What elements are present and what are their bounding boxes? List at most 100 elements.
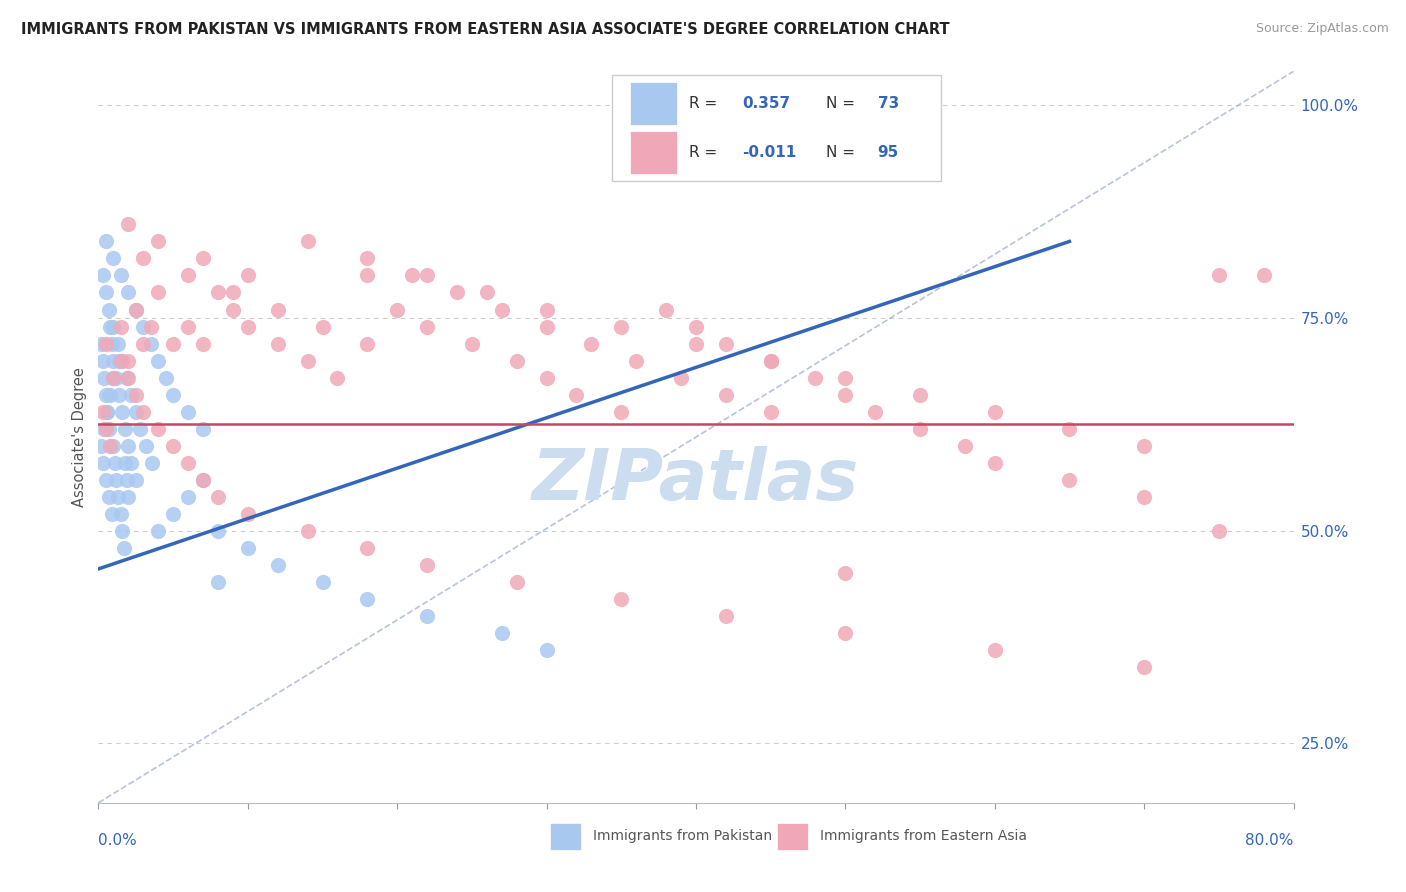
- Point: [125, 302, 148, 317]
- Point: [714, 608, 737, 623]
- Point: [139, 336, 162, 351]
- Point: [91, 456, 114, 470]
- Point: [177, 404, 200, 418]
- Text: 80.0%: 80.0%: [1246, 833, 1294, 848]
- Point: [834, 387, 856, 401]
- Point: [94, 421, 117, 435]
- Point: [112, 541, 135, 555]
- Point: [207, 574, 229, 589]
- Point: [610, 591, 633, 606]
- Point: [446, 285, 468, 300]
- Point: [148, 524, 170, 538]
- Point: [132, 319, 155, 334]
- Point: [120, 456, 142, 470]
- Point: [984, 642, 1007, 657]
- Point: [125, 473, 148, 487]
- Point: [162, 336, 184, 351]
- Point: [626, 353, 648, 368]
- Point: [148, 421, 170, 435]
- Point: [148, 353, 170, 368]
- Point: [90, 336, 112, 351]
- Point: [132, 336, 155, 351]
- Point: [536, 370, 558, 384]
- Point: [356, 252, 378, 266]
- Point: [162, 507, 184, 521]
- Point: [177, 490, 200, 504]
- Point: [177, 456, 200, 470]
- Point: [94, 473, 117, 487]
- Point: [93, 421, 115, 435]
- Point: [236, 507, 259, 521]
- Point: [162, 387, 184, 401]
- Point: [297, 524, 319, 538]
- Point: [191, 421, 214, 435]
- Point: [90, 439, 112, 453]
- Point: [491, 625, 513, 640]
- Point: [416, 608, 439, 623]
- Point: [101, 507, 124, 521]
- Point: [356, 541, 378, 555]
- Point: [311, 574, 333, 589]
- Point: [865, 404, 887, 418]
- Point: [103, 370, 125, 384]
- Point: [1133, 439, 1156, 453]
- FancyBboxPatch shape: [778, 823, 808, 849]
- Point: [385, 302, 409, 317]
- Text: N =: N =: [827, 95, 860, 111]
- Point: [759, 404, 782, 418]
- Point: [91, 404, 114, 418]
- Point: [115, 370, 138, 384]
- FancyBboxPatch shape: [630, 82, 676, 125]
- Point: [98, 439, 122, 453]
- Point: [804, 370, 827, 384]
- Point: [110, 319, 132, 334]
- Point: [115, 473, 138, 487]
- Point: [416, 268, 439, 283]
- Point: [125, 302, 148, 317]
- Point: [536, 319, 558, 334]
- Point: [94, 235, 117, 249]
- Point: [610, 404, 633, 418]
- Point: [655, 302, 678, 317]
- Point: [267, 336, 290, 351]
- Point: [97, 421, 120, 435]
- Point: [536, 642, 558, 657]
- Point: [98, 319, 122, 334]
- Point: [669, 370, 692, 384]
- Point: [117, 353, 139, 368]
- Point: [759, 353, 782, 368]
- Point: [356, 336, 378, 351]
- Point: [834, 625, 856, 640]
- Point: [177, 319, 200, 334]
- FancyBboxPatch shape: [550, 823, 581, 849]
- Point: [191, 473, 214, 487]
- Point: [984, 404, 1007, 418]
- FancyBboxPatch shape: [613, 75, 941, 181]
- Text: 73: 73: [877, 95, 898, 111]
- Point: [117, 439, 139, 453]
- Point: [103, 353, 125, 368]
- Text: IMMIGRANTS FROM PAKISTAN VS IMMIGRANTS FROM EASTERN ASIA ASSOCIATE'S DEGREE CORR: IMMIGRANTS FROM PAKISTAN VS IMMIGRANTS F…: [21, 22, 949, 37]
- Point: [91, 268, 114, 283]
- Y-axis label: Associate's Degree: Associate's Degree: [72, 368, 87, 507]
- Point: [148, 285, 170, 300]
- Point: [908, 421, 931, 435]
- Point: [953, 439, 976, 453]
- Text: Immigrants from Pakistan: Immigrants from Pakistan: [593, 830, 772, 844]
- Point: [93, 370, 115, 384]
- Point: [834, 566, 856, 581]
- Point: [581, 336, 603, 351]
- Text: ZIPatlas: ZIPatlas: [533, 447, 859, 516]
- Point: [1253, 268, 1275, 283]
- Point: [207, 285, 229, 300]
- Point: [114, 456, 136, 470]
- Point: [111, 353, 134, 368]
- Text: R =: R =: [689, 145, 721, 161]
- FancyBboxPatch shape: [630, 131, 676, 174]
- Text: R =: R =: [689, 95, 721, 111]
- Point: [98, 387, 122, 401]
- Point: [107, 490, 129, 504]
- Point: [94, 285, 117, 300]
- Point: [101, 336, 124, 351]
- Point: [1208, 268, 1230, 283]
